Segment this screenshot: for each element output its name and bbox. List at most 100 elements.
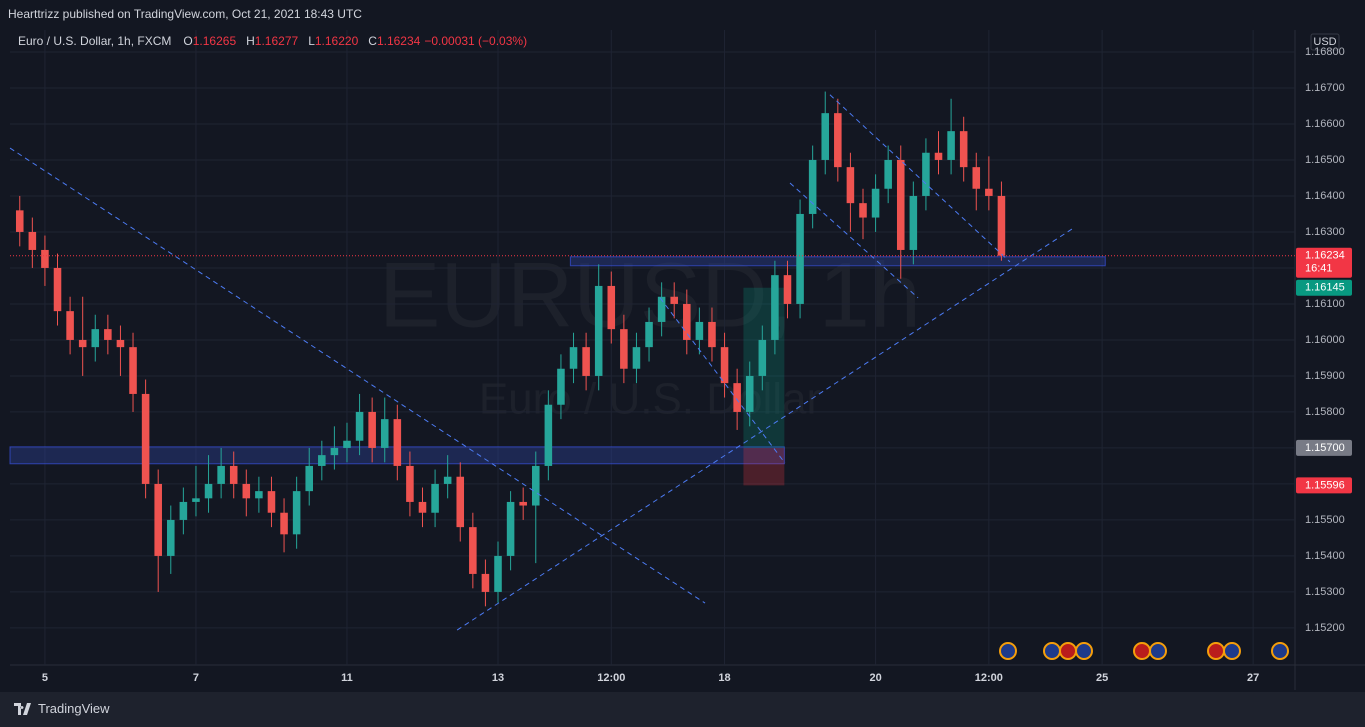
candle-body — [78, 339, 87, 348]
symbol-legend: Euro / U.S. Dollar, 1h, FXCM O 1.16265 H 1.… — [18, 34, 527, 48]
ohlc-label: H — [246, 34, 255, 48]
event-icon — [1059, 642, 1077, 660]
candle-body — [695, 321, 704, 340]
ohlc-label: C — [368, 34, 377, 48]
event-icon — [1149, 642, 1167, 660]
candle-body — [192, 498, 200, 502]
candle-body — [959, 131, 968, 168]
change: −0.00031 (−0.03%) — [424, 34, 528, 48]
price-label: 1.16145 — [1305, 282, 1345, 294]
y-tick-label: 1.15400 — [1305, 550, 1345, 562]
event-icon — [1207, 642, 1225, 660]
candle-body — [431, 483, 439, 513]
y-tick-label: 1.16000 — [1305, 334, 1345, 346]
candle-body — [582, 347, 590, 376]
candle-body — [632, 347, 641, 369]
candle-body — [443, 476, 452, 484]
candle-body — [179, 501, 188, 520]
candle-body — [418, 501, 427, 513]
price-label: 1.15700 — [1305, 442, 1345, 454]
candle-body — [116, 339, 125, 348]
ohlc-value: 1.16234 — [376, 34, 421, 48]
y-tick-label: 1.15300 — [1305, 586, 1345, 598]
position-loss — [743, 447, 785, 486]
candle-body — [947, 131, 955, 160]
candle-body — [922, 152, 930, 196]
candle-body — [355, 411, 364, 441]
candle-body — [129, 347, 137, 394]
event-icon — [1223, 642, 1241, 660]
ohlc-label: O — [183, 34, 193, 48]
candle-body — [896, 159, 905, 250]
candle-body — [708, 321, 716, 348]
candle-body — [456, 476, 465, 528]
y-tick-label: 1.15500 — [1305, 514, 1345, 526]
x-tick-label: 27 — [1247, 672, 1259, 684]
y-tick-label: 1.16300 — [1305, 226, 1345, 238]
candle-body — [758, 339, 767, 376]
candle-body — [808, 159, 817, 214]
candle-body — [28, 231, 37, 250]
x-tick-label: 12:00 — [597, 672, 625, 684]
candle-body — [783, 275, 792, 304]
candle-body — [834, 113, 842, 168]
candle-body — [997, 195, 1006, 256]
trendline — [789, 182, 919, 299]
brand-logo — [14, 702, 31, 715]
candle-body — [15, 210, 24, 232]
trendline — [659, 297, 786, 464]
event-icon — [999, 642, 1017, 660]
candle-body — [481, 573, 490, 592]
candle-body — [519, 501, 527, 506]
candle-body — [318, 455, 326, 466]
candle-body — [683, 303, 691, 340]
price-label-box — [1296, 439, 1352, 456]
candle-body — [544, 404, 553, 466]
candle-body — [670, 296, 678, 304]
event-icon — [1133, 642, 1151, 660]
candle-body — [469, 527, 477, 574]
watermark-subtitle: Euro / U.S. Dollar — [479, 375, 821, 424]
ohlc-label: L — [308, 34, 315, 48]
candle-body — [884, 159, 892, 189]
candle-body — [620, 329, 628, 369]
price-label: 1.16234 — [1305, 250, 1345, 262]
candle-body — [167, 519, 175, 556]
ohlc-value: 1.16277 — [254, 34, 299, 48]
currency: USD — [1313, 36, 1336, 48]
candle-body — [380, 419, 389, 448]
candle-body — [821, 113, 830, 160]
price-label-box — [1296, 247, 1352, 278]
candle-body — [330, 447, 339, 456]
candle-body — [934, 152, 943, 160]
y-tick-label: 1.16100 — [1305, 298, 1345, 310]
y-tick-label: 1.16500 — [1305, 154, 1345, 166]
chart-background — [0, 28, 1365, 692]
currency-box — [1310, 33, 1340, 51]
candle-body — [506, 501, 515, 556]
candle-body — [972, 167, 981, 189]
x-tick-label: 20 — [869, 672, 881, 684]
candle-body — [91, 329, 100, 348]
event-icons — [999, 642, 1289, 660]
candle-body — [645, 321, 653, 348]
price-label-box — [1296, 279, 1352, 296]
symbol-name: Euro / U.S. Dollar, 1h, FXCM — [18, 34, 172, 48]
candle-body — [217, 465, 225, 484]
candle-body — [280, 512, 288, 535]
candle-body — [985, 188, 993, 196]
candle-body — [871, 188, 880, 218]
trendline — [9, 147, 706, 604]
candle-body — [368, 411, 376, 448]
footer[interactable]: TradingView — [14, 701, 110, 716]
y-tick-label: 1.16700 — [1305, 82, 1345, 94]
published-by: Hearttrizz published on TradingView.com,… — [8, 7, 362, 21]
candle-body — [859, 203, 867, 218]
candle-body — [594, 285, 603, 376]
zone — [569, 256, 1106, 267]
ohlc-value: 1.16265 — [192, 34, 237, 48]
candle-body — [531, 465, 540, 506]
candle-body — [292, 491, 301, 535]
candle-body — [745, 375, 754, 412]
